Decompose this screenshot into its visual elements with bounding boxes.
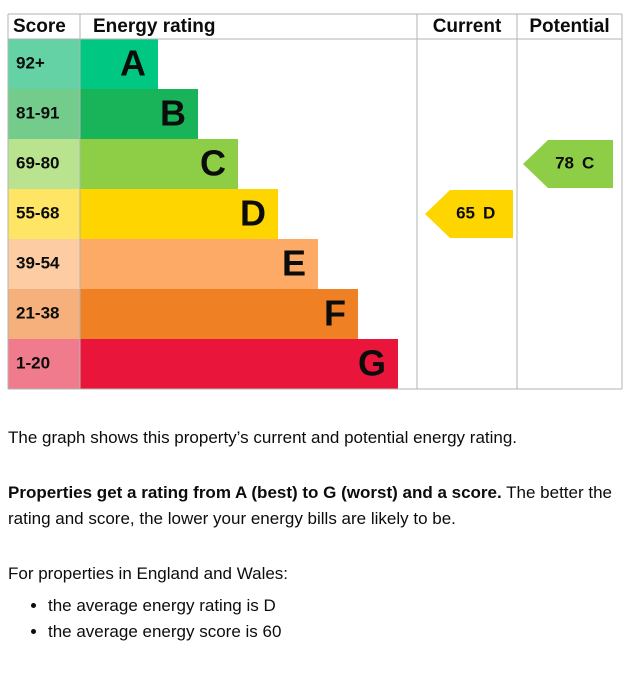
header: Current	[433, 16, 502, 37]
score-cell	[8, 339, 80, 389]
current-arrow	[425, 190, 513, 238]
current-score: 65	[456, 203, 475, 222]
rating-bar	[80, 189, 278, 239]
score: 69-80	[16, 153, 59, 172]
rating-bar	[80, 139, 238, 189]
rating-letter: A	[120, 43, 146, 84]
score-cell	[8, 189, 80, 239]
header: Energy rating	[93, 16, 215, 37]
rating-bar	[80, 89, 198, 139]
current-letter: D	[483, 203, 495, 222]
header: Score	[13, 16, 66, 37]
rest-text: The better the rating and score, the low…	[8, 483, 612, 528]
score: 55-68	[16, 203, 59, 222]
score-cell	[8, 39, 80, 89]
rating-letter: B	[160, 93, 186, 134]
rating-letter: D	[240, 193, 266, 234]
score: 1-20	[16, 353, 50, 372]
rating-bar	[80, 239, 318, 289]
score-cell	[8, 89, 80, 139]
rating-bar	[80, 339, 398, 389]
rating-letter: G	[358, 343, 386, 384]
potential-letter: C	[582, 153, 594, 172]
epc-graph: Score Energy rating Current Potential 92+ A 81…	[7, 13, 623, 390]
region: For properties in England and Wales:	[8, 564, 289, 583]
score: 81-91	[16, 103, 59, 122]
score-cell	[8, 139, 80, 189]
rating-bar	[80, 39, 158, 89]
bold-text: Properties get a rating from A (best) to…	[8, 483, 502, 502]
bullet: the average energy score is 60	[48, 619, 623, 645]
intro: The graph shows this property’s current …	[8, 428, 518, 447]
header: Potential	[529, 16, 609, 37]
bullets: the average energy rating is D the avera…	[8, 593, 623, 645]
score: 21-38	[16, 303, 59, 322]
score-cell	[8, 289, 80, 339]
rating-info: Properties get a rating from A (best) to…	[8, 480, 623, 532]
score: 92+	[16, 53, 45, 72]
rating-bar	[80, 289, 358, 339]
bullet: the average energy rating is D	[48, 593, 623, 619]
score-cell	[8, 239, 80, 289]
rating-letter: F	[324, 293, 346, 334]
rating-letter: C	[200, 143, 226, 184]
potential-arrow	[523, 140, 613, 188]
score: 39-54	[16, 253, 60, 272]
rating-letter: E	[282, 243, 306, 284]
potential-score: 78	[555, 153, 574, 172]
